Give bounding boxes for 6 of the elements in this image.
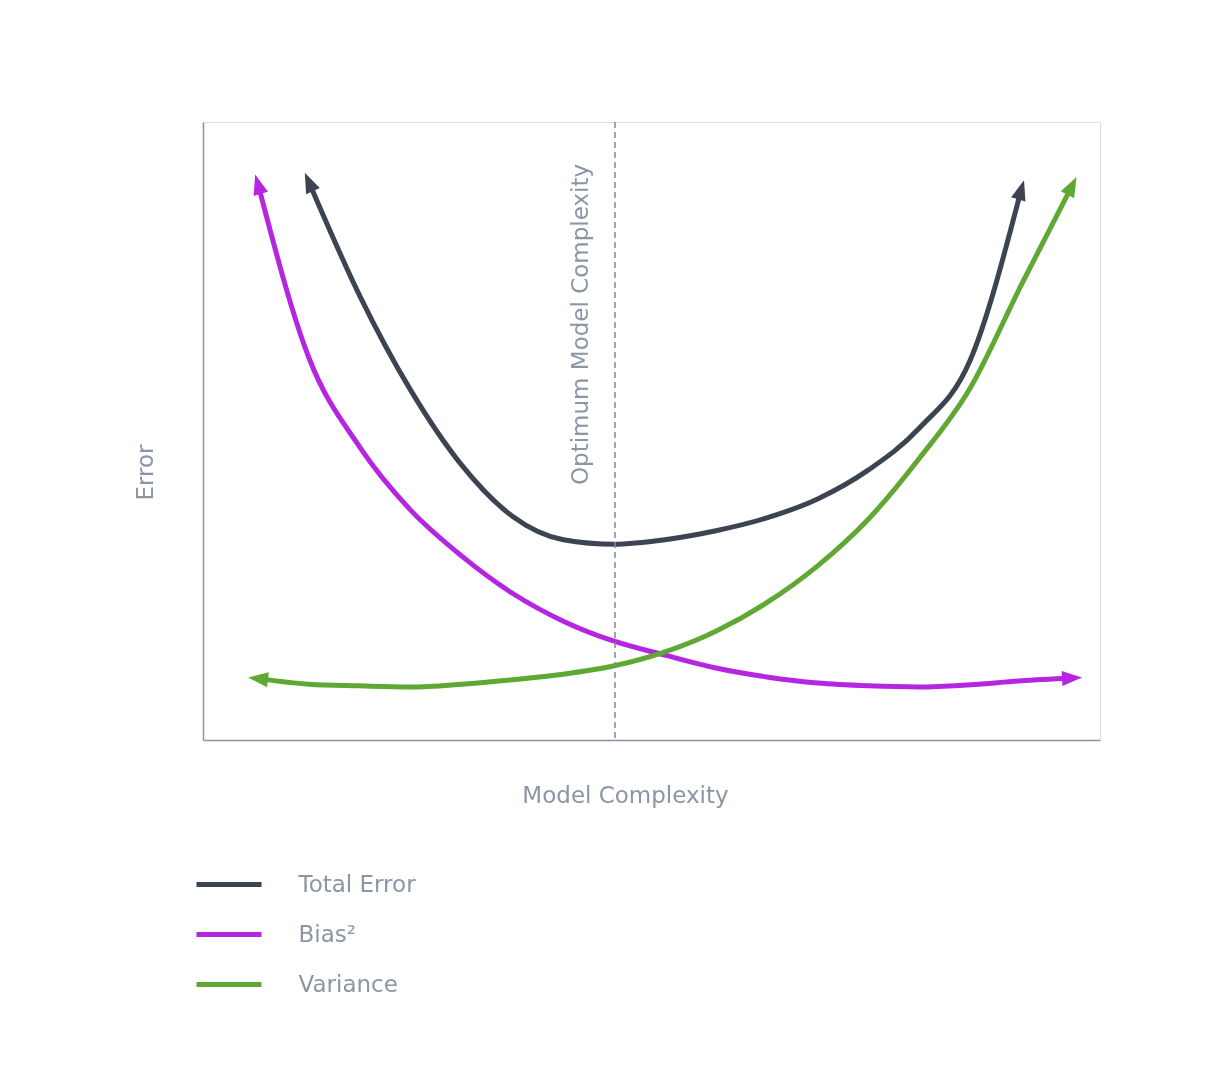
legend-label: Total Error — [297, 870, 417, 897]
y-axis-title: Error — [131, 443, 158, 501]
x-axis-title: Model Complexity — [522, 781, 729, 808]
legend-label: Variance — [298, 970, 398, 997]
annotation: Optimum Model Complexity — [567, 163, 593, 485]
legend-label: Bias² — [298, 920, 356, 947]
